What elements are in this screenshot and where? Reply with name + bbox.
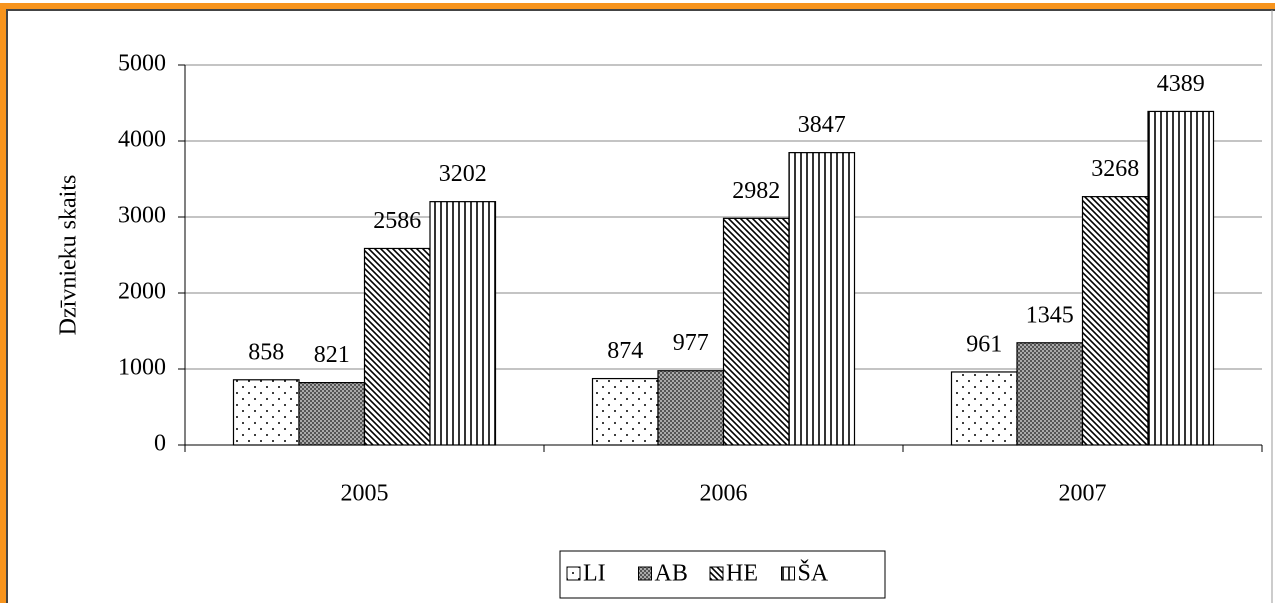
legend-label: HE (726, 561, 758, 587)
bar (950, 371, 1018, 446)
bar (788, 152, 856, 446)
value-label: 4389 (1157, 71, 1205, 97)
y-tick-label: 5000 (118, 51, 166, 77)
value-label: 3847 (798, 112, 846, 138)
frame-left (0, 0, 6, 603)
legend-swatch (638, 566, 652, 581)
legend-swatch (709, 566, 724, 581)
bar (1081, 196, 1149, 446)
value-label: 2982 (732, 178, 780, 204)
bar (298, 382, 366, 446)
value-label: 3268 (1091, 156, 1139, 182)
value-label: 977 (673, 330, 709, 356)
y-tick-label: 4000 (118, 127, 166, 153)
value-label: 821 (314, 342, 350, 368)
bar (1147, 110, 1215, 446)
y-tick-label: 0 (154, 431, 166, 457)
bar (722, 217, 790, 446)
legend-label: AB (655, 561, 688, 587)
value-label: 2586 (373, 208, 421, 234)
x-tick-label: 2005 (341, 481, 389, 507)
frame-top-gap (0, 0, 1275, 3)
value-label: 874 (607, 338, 643, 364)
bar (591, 377, 659, 446)
bar (232, 379, 300, 446)
bar (429, 201, 497, 446)
legend-label: ŠA (798, 560, 829, 587)
value-label: 3202 (439, 161, 487, 187)
y-axis-label: Dzīvnieku skaits (56, 175, 82, 336)
bar (657, 370, 725, 446)
bar (1016, 342, 1084, 446)
legend-label: LI (583, 561, 606, 587)
y-tick-label: 2000 (118, 279, 166, 305)
value-label: 858 (248, 339, 284, 365)
value-label: 1345 (1026, 302, 1074, 328)
y-tick-label: 1000 (118, 355, 166, 381)
frame-top (0, 0, 1275, 9)
value-label: 961 (966, 331, 1002, 357)
x-tick-label: 2006 (700, 481, 748, 507)
legend-swatch (781, 566, 795, 581)
y-tick-label: 3000 (118, 203, 166, 229)
bar (363, 247, 431, 446)
legend-swatch (566, 566, 581, 581)
x-tick-label: 2007 (1059, 481, 1107, 507)
